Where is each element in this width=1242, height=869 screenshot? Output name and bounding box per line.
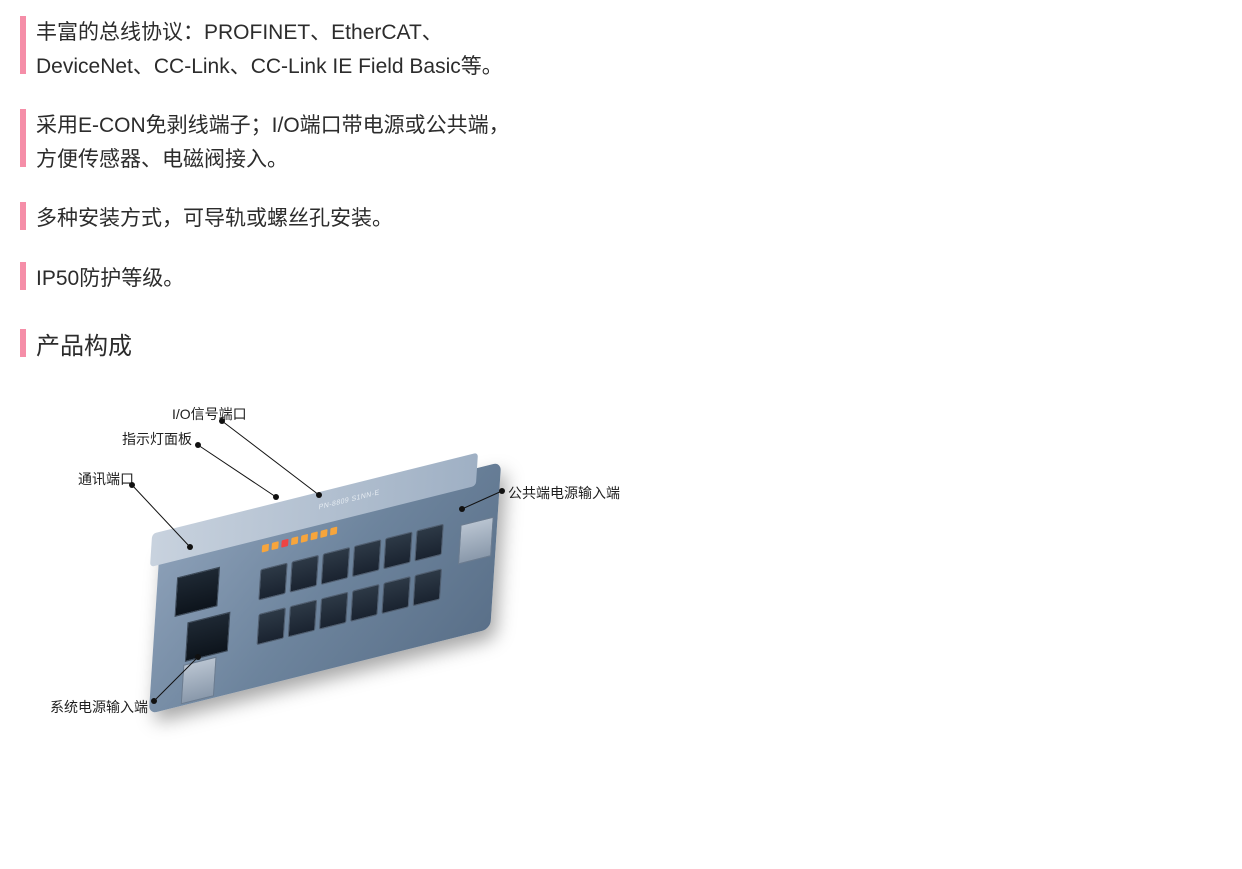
accent-bar [20,262,26,290]
section-heading-text: 产品构成 [36,326,132,361]
public-power-block [458,516,494,564]
led-icon [310,531,317,540]
accent-bar [20,329,26,357]
led-icon [262,543,269,552]
feature-item: 丰富的总线协议：PROFINET、EtherCAT、 DeviceNet、CC-… [20,16,1222,83]
callout-io-signal: I/O信号端口 [172,404,247,424]
callout-sys-pwr: 系统电源输入端 [50,697,148,717]
io-port [258,562,287,600]
feature-line: 方便传感器、电磁阀接入。 [36,143,510,177]
io-port [321,546,350,584]
io-port [414,523,443,561]
section-heading: 产品构成 [20,326,1222,361]
feature-text: 多种安装方式，可导轨或螺丝孔安装。 [36,202,393,236]
io-port [413,568,442,606]
product-diagram: PN-8809 S1NN-E [44,401,684,741]
feature-text: 采用E-CON免剥线端子；I/O端口带电源或公共端， 方便传感器、电磁阀接入。 [36,109,510,176]
feature-item: 多种安装方式，可导轨或螺丝孔安装。 [20,202,1222,236]
io-port [319,591,348,629]
io-port [352,539,381,577]
feature-item: IP50防护等级。 [20,262,1222,296]
callout-indicator: 指示灯面板 [122,429,192,449]
feature-line: 采用E-CON免剥线端子；I/O端口带电源或公共端， [36,109,510,143]
led-icon [330,526,337,535]
io-port [383,531,412,569]
feature-text: 丰富的总线协议：PROFINET、EtherCAT、 DeviceNet、CC-… [36,16,503,83]
io-port [257,607,286,645]
io-port [381,576,410,614]
io-port [288,599,317,637]
callout-public-pwr: 公共端电源输入端 [508,483,620,503]
led-icon [281,538,288,547]
system-power-block [181,656,217,704]
led-icon [320,529,327,538]
accent-bar [20,16,26,74]
io-port [350,583,379,621]
accent-bar [20,109,26,167]
feature-text: IP50防护等级。 [36,262,184,296]
led-icon [301,533,308,542]
feature-line: IP50防护等级。 [36,262,184,296]
feature-list: 丰富的总线协议：PROFINET、EtherCAT、 DeviceNet、CC-… [20,16,1222,296]
led-icon [271,541,278,550]
accent-bar [20,202,26,230]
io-port [290,554,319,592]
feature-item: 采用E-CON免剥线端子；I/O端口带电源或公共端， 方便传感器、电磁阀接入。 [20,109,1222,176]
led-icon [291,536,298,545]
device-render: PN-8809 S1NN-E [137,459,513,716]
feature-line: 多种安装方式，可导轨或螺丝孔安装。 [36,202,393,236]
feature-line: 丰富的总线协议：PROFINET、EtherCAT、 [36,16,503,50]
feature-line: DeviceNet、CC-Link、CC-Link IE Field Basic… [36,50,503,84]
callout-comm: 通讯端口 [78,469,134,489]
